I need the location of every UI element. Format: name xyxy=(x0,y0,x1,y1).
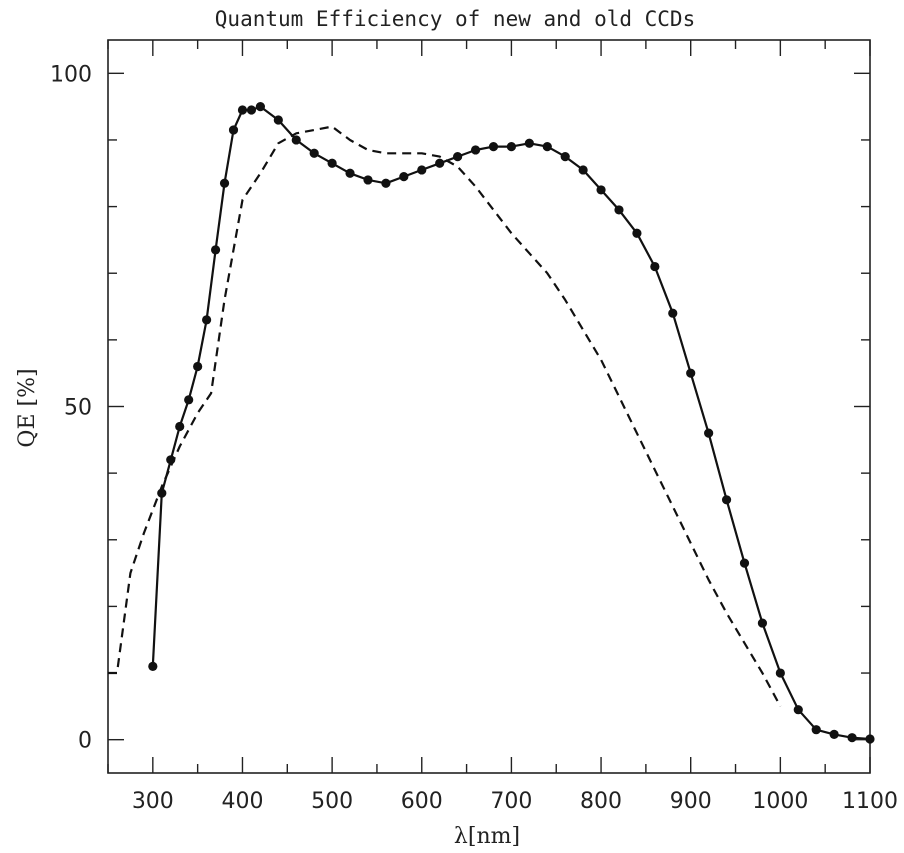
new-ccd-point xyxy=(596,185,606,195)
new-ccd-point xyxy=(327,158,337,168)
new-ccd-point xyxy=(470,145,481,155)
new-ccd-point xyxy=(847,733,857,743)
new-ccd-point xyxy=(193,361,203,372)
new-ccd-point xyxy=(381,178,391,188)
y-tick-label: 50 xyxy=(64,396,92,421)
new-ccd-point xyxy=(435,158,445,168)
new-ccd-point xyxy=(506,142,517,152)
new-ccd-point xyxy=(228,125,239,135)
new-ccd-solid-line xyxy=(151,105,871,741)
new-ccd-point xyxy=(175,421,185,432)
new-ccd-point xyxy=(578,165,588,175)
x-tick-label: 300 xyxy=(132,789,174,814)
new-ccd-point xyxy=(157,488,167,498)
new-ccd-point xyxy=(524,138,534,148)
new-ccd-point xyxy=(811,725,821,735)
new-ccd-point xyxy=(650,261,660,272)
new-ccd-point xyxy=(291,135,301,145)
new-ccd-point xyxy=(273,115,283,125)
x-tick-label: 1000 xyxy=(752,789,808,814)
new-ccd-point xyxy=(775,668,785,678)
new-ccd-point xyxy=(237,105,248,115)
old-ccd-dashed-line xyxy=(108,125,782,707)
x-axis-title: λ[nm] xyxy=(454,824,520,849)
chart-title: Quantum Efficiency of new and old CCDs xyxy=(215,7,695,31)
new-ccd-point xyxy=(686,368,696,378)
new-ccd-point xyxy=(488,142,499,152)
new-ccd-point xyxy=(453,152,463,162)
new-ccd-point xyxy=(542,142,552,152)
axis-ticks xyxy=(107,40,871,773)
new-ccd-point xyxy=(246,105,257,115)
y-tick-label: 100 xyxy=(50,62,92,87)
new-ccd-point xyxy=(210,245,221,255)
new-ccd-point xyxy=(345,168,355,178)
new-ccd-point xyxy=(560,152,570,162)
x-tick-label: 800 xyxy=(580,789,622,814)
new-ccd-point xyxy=(417,165,427,175)
new-ccd-point xyxy=(704,428,714,438)
new-ccd-point xyxy=(255,102,265,112)
plot-frame xyxy=(107,39,871,774)
plot-border xyxy=(107,39,871,774)
new-ccd-point xyxy=(632,228,642,238)
new-ccd-point xyxy=(668,308,678,318)
new-ccd-point xyxy=(219,178,230,188)
new-ccd-point xyxy=(739,558,750,568)
new-ccd-point xyxy=(829,729,839,739)
x-tick-label: 700 xyxy=(490,789,532,814)
x-tick-label: 400 xyxy=(221,789,263,814)
new-ccd-point xyxy=(363,175,373,185)
x-tick-label: 1100 xyxy=(842,789,898,814)
y-axis-title: QE [%] xyxy=(15,368,40,447)
x-tick-label: 600 xyxy=(401,789,443,814)
new-ccd-point xyxy=(757,618,768,628)
new-ccd-point xyxy=(202,315,212,325)
series-layer xyxy=(108,102,875,744)
new-ccd-point xyxy=(865,734,875,744)
x-tick-label: 500 xyxy=(311,789,353,814)
new-ccd-point xyxy=(148,661,158,671)
new-ccd-point xyxy=(614,205,624,215)
new-ccd-point xyxy=(184,395,194,405)
tick-labels: 300 400 500 600 700 800 900 1000 1100 0 50 100 xyxy=(50,62,898,814)
y-tick-label: 0 xyxy=(78,729,92,754)
new-ccd-point xyxy=(309,148,319,158)
new-ccd-point xyxy=(793,705,803,715)
new-ccd-point xyxy=(721,495,732,505)
new-ccd-point xyxy=(399,172,409,182)
x-tick-label: 900 xyxy=(670,789,712,814)
